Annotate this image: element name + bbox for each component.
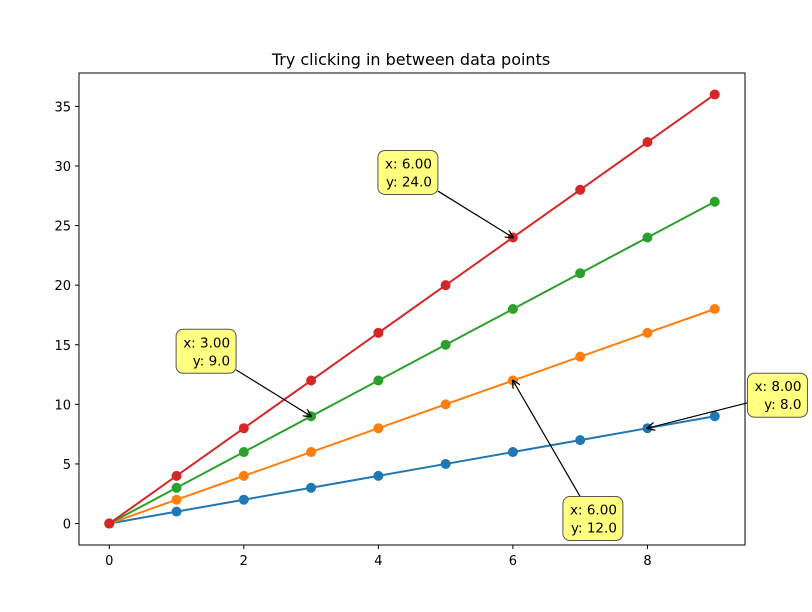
data-point-series-4	[373, 327, 384, 338]
data-point-series-4	[642, 137, 653, 148]
data-point-series-3	[642, 232, 653, 243]
annotation-x-label: x: 6.00	[570, 503, 617, 519]
annotation-box-4	[746, 372, 808, 418]
data-point-series-3	[238, 447, 249, 458]
data-point-series-1	[373, 470, 384, 481]
data-point-series-1	[306, 482, 317, 493]
data-point-series-3	[709, 196, 720, 207]
annotation-x-label: x: 8.00	[755, 379, 802, 395]
x-tick-label: 0	[105, 554, 113, 569]
x-tick-label: 6	[509, 554, 517, 569]
data-point-series-4	[709, 89, 720, 100]
data-point-series-2	[373, 423, 384, 434]
x-tick-label: 8	[643, 554, 651, 569]
chart-title: Try clicking in between data points	[271, 50, 550, 69]
data-point-series-4	[306, 375, 317, 386]
data-point-series-1	[507, 447, 518, 458]
annotation-y-label: y: 24.0	[386, 174, 432, 190]
data-point-series-4	[440, 280, 451, 291]
y-tick-label: 15	[54, 339, 71, 354]
data-point-series-2	[709, 304, 720, 314]
data-point-series-3	[440, 339, 451, 350]
annotation-box-2	[175, 328, 237, 374]
y-tick-label: 5	[63, 458, 71, 473]
data-point-series-4	[575, 184, 586, 195]
data-point-series-2	[440, 399, 451, 410]
y-tick-label: 10	[54, 398, 71, 413]
annotation-arrow-1	[437, 190, 513, 237]
annotation-box-1	[377, 149, 439, 195]
data-point-series-2	[306, 447, 317, 458]
annotation-y-label: y: 12.0	[571, 521, 617, 537]
data-point-series-1	[171, 506, 182, 517]
data-point-series-3	[171, 482, 182, 493]
annotation-y-label: y: 9.0	[193, 353, 230, 369]
annotation-arrow-4	[647, 402, 748, 428]
y-tick-label: 25	[54, 220, 71, 235]
data-point-series-2	[171, 494, 182, 505]
data-point-series-3	[575, 268, 586, 279]
x-tick-label: 2	[240, 554, 248, 569]
y-tick-label: 35	[54, 100, 71, 115]
data-point-series-1	[440, 458, 451, 469]
data-point-series-1	[575, 435, 586, 446]
plot-area[interactable]: 0 2 4 6 8 0 5 10 15 20 25 30 35 x: 6.00 y: 24.0 x: 3.00…	[54, 72, 808, 569]
annotation-arrow-2	[235, 369, 311, 416]
data-point-series-1	[709, 411, 720, 422]
data-point-series-4	[238, 423, 249, 434]
annotation-y-label: y: 8.0	[764, 397, 801, 413]
series-line-3	[108, 200, 716, 525]
data-point-series-2	[642, 327, 653, 338]
x-tick-label: 4	[374, 554, 382, 569]
y-tick-label: 30	[54, 160, 71, 175]
data-point-series-3	[507, 304, 518, 314]
data-point-series-1	[238, 494, 249, 505]
annotation-x-label: x: 3.00	[183, 335, 230, 351]
y-tick-label: 20	[54, 279, 71, 294]
series-line-4	[108, 93, 716, 525]
data-point-series-2	[575, 351, 586, 362]
series-line-1	[109, 415, 715, 525]
data-point-series-4	[171, 470, 182, 481]
series-line-2	[108, 308, 716, 525]
data-point-series-3	[373, 375, 384, 386]
axes-frame	[78, 72, 746, 546]
data-point-series-2	[238, 470, 249, 481]
data-point-series-4	[104, 518, 115, 529]
annotation-arrow-3	[513, 381, 581, 497]
annotation-box-3	[562, 496, 624, 542]
y-tick-label: 0	[63, 518, 71, 533]
annotation-x-label: x: 6.00	[385, 156, 432, 172]
